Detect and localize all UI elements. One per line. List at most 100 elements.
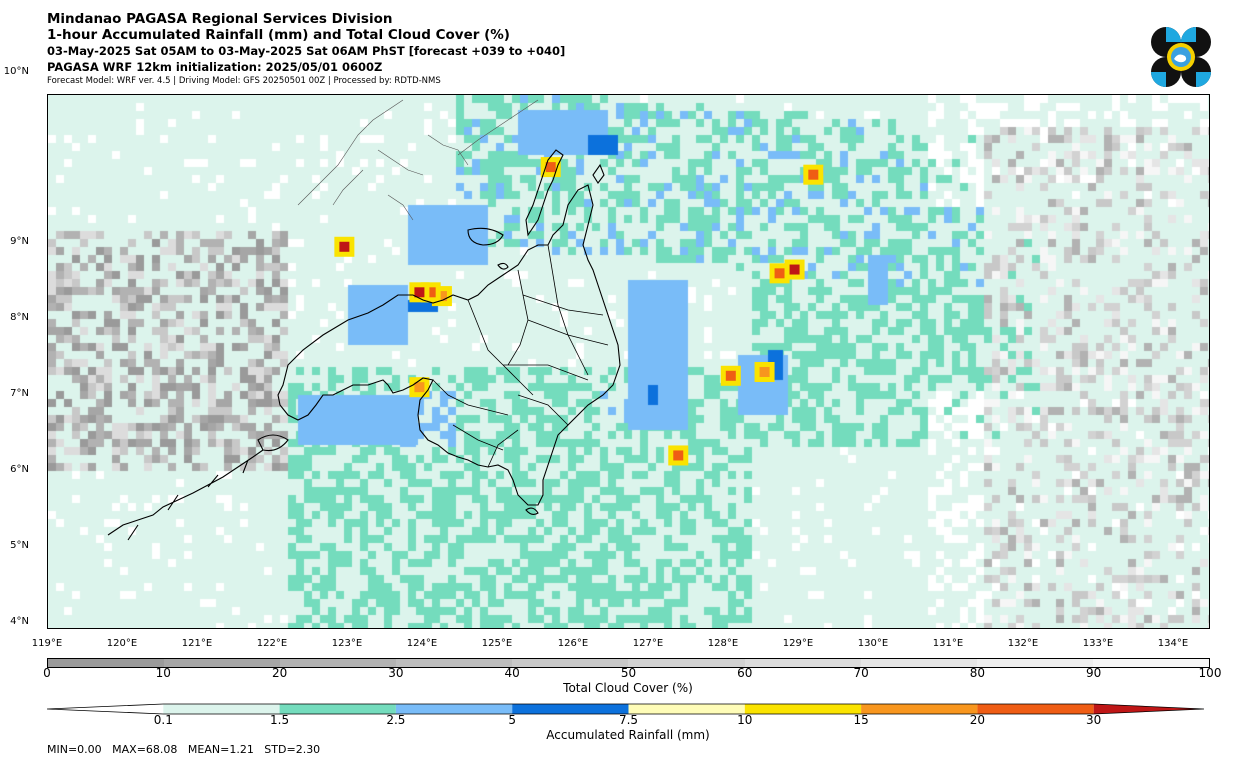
lon-label-119: 119°E — [31, 638, 63, 649]
rain-colorbar-segment — [744, 704, 862, 714]
model-initialization: PAGASA WRF 12km initialization: 2025/05/… — [47, 60, 383, 74]
forecast-period: 03-May-2025 Sat 05AM to 03-May-2025 Sat … — [47, 44, 566, 58]
rainfall-colorbar — [47, 703, 1205, 715]
lat-label-4: 4°N — [10, 616, 29, 627]
lon-label-133: 133°E — [1082, 638, 1114, 649]
rain-colorbar-segment — [512, 704, 629, 714]
cloud-tick-label: 90 — [1086, 666, 1102, 680]
lon-label-123: 123°E — [331, 638, 363, 649]
lon-label-132: 132°E — [1007, 638, 1039, 649]
rain-hotspot — [673, 450, 684, 461]
lat-label-8: 8°N — [10, 312, 29, 323]
pagasa-logo — [1151, 27, 1211, 87]
cloud-colorbar-segment — [48, 659, 165, 667]
cloud-tick-label: 50 — [620, 666, 637, 680]
lon-label-122: 122°E — [256, 638, 288, 649]
rain-tick-label: 20 — [969, 713, 986, 727]
rain-hotspot — [436, 291, 447, 302]
sarangani-outline — [525, 507, 539, 516]
cloud-tick-label: 30 — [388, 666, 404, 680]
rainfall-cloud-map — [47, 94, 1210, 629]
lon-label-130: 130°E — [857, 638, 889, 649]
cloud-cover-layer — [48, 95, 1209, 628]
rain-hotspot — [414, 382, 425, 393]
lon-label-128: 128°E — [707, 638, 739, 649]
rain-hotspot — [545, 162, 556, 173]
lat-label-10: 10°N — [3, 66, 29, 77]
visayas-coastlines — [297, 99, 539, 221]
rain-tick-label: 1.5 — [270, 713, 290, 727]
rain-colorbar-segment — [163, 704, 280, 714]
map-subtitle: 1-hour Accumulated Rainfall (mm) and Tot… — [47, 27, 510, 43]
rain-hotspot — [425, 287, 436, 298]
cloud-tick-label: 60 — [737, 666, 753, 680]
cloud-colorbar-segment — [976, 659, 1093, 667]
rain-tick-label: 5 — [508, 713, 517, 727]
rain-tick-label: 10 — [737, 713, 753, 727]
rain-colorbar-segment — [861, 704, 978, 714]
rain-colorbar-segment — [279, 704, 396, 714]
basilan-outline — [257, 434, 289, 452]
cloud-colorbar-segment — [512, 659, 629, 667]
cloud-cover-title: Total Cloud Cover (%) — [563, 681, 693, 695]
cloud-tick-label: 70 — [853, 666, 869, 680]
rain-colorbar-segment — [628, 704, 745, 714]
rainfall-title: Accumulated Rainfall (mm) — [546, 728, 710, 742]
cloud-tick-label: 40 — [504, 666, 520, 680]
rain-hotspot — [725, 370, 736, 381]
rain-hotspot — [414, 287, 425, 298]
lon-label-129: 129°E — [782, 638, 814, 649]
rain-tick-label: 15 — [853, 713, 869, 727]
lon-label-131: 131°E — [932, 638, 964, 649]
cloud-tick-label: 20 — [271, 666, 288, 680]
rain-colorbar-segment — [977, 704, 1094, 714]
rain-hotspot — [808, 169, 819, 180]
rain-tick-label: 0.1 — [153, 713, 173, 727]
lon-label-124: 124°E — [406, 638, 438, 649]
cloud-colorbar-segment — [744, 659, 861, 667]
cloud-colorbar-segment — [1092, 659, 1209, 667]
lon-label-121: 121°E — [181, 638, 213, 649]
lat-label-5: 5°N — [10, 540, 29, 551]
lon-label-120: 120°E — [106, 638, 138, 649]
leyte-dinagat-outline — [525, 149, 564, 237]
statistics-summary: MIN=0.00 MAX=68.08 MEAN=1.21 STD=2.30 — [47, 743, 321, 756]
cloud-colorbar-segment — [628, 659, 745, 667]
model-info: Forecast Model: WRF ver. 4.5 | Driving M… — [47, 76, 441, 86]
lon-label-126: 126°E — [557, 638, 589, 649]
rain-colorbar-outline — [47, 703, 1205, 715]
camiguin-outline — [497, 262, 509, 270]
lat-label-6: 6°N — [10, 464, 29, 475]
rain-hotspot — [339, 241, 350, 252]
rain-tick-label: 7.5 — [618, 713, 639, 727]
lon-label-125: 125°E — [481, 638, 513, 649]
mindanao-provinces — [432, 244, 609, 468]
rain-colorbar-segment — [1093, 704, 1204, 714]
lat-label-7: 7°N — [10, 388, 29, 399]
lon-label-127: 127°E — [632, 638, 664, 649]
cloud-tick-label: 80 — [969, 666, 986, 680]
cloud-colorbar-segment — [396, 659, 513, 667]
sulu-islands — [107, 449, 264, 541]
rain-colorbar-segment — [47, 704, 164, 714]
rain-tick-label: 2.5 — [386, 713, 406, 727]
coastline-layer — [107, 99, 824, 541]
cloud-tick-label: 0 — [43, 666, 51, 680]
cloud-tick-label: 100 — [1198, 666, 1222, 680]
cloud-colorbar-segment — [164, 659, 281, 667]
cloud-colorbar-segment — [860, 659, 977, 667]
lon-label-134: 134°E — [1157, 638, 1189, 649]
cloud-tick-label: 10 — [155, 666, 171, 680]
mindanao-outline — [277, 184, 621, 506]
bohol-outline — [467, 227, 504, 246]
rain-hotspot — [759, 366, 770, 377]
rain-hotspot — [774, 268, 785, 279]
cloud-cover-colorbar — [47, 658, 1210, 668]
rain-hotspot — [789, 264, 800, 275]
rain-tick-label: 30 — [1086, 713, 1102, 727]
map-title: Mindanao PAGASA Regional Services Divisi… — [47, 11, 393, 27]
cloud-colorbar-segment — [280, 659, 397, 667]
lat-label-9: 9°N — [10, 236, 29, 247]
siargao-outline — [592, 163, 605, 184]
rain-colorbar-segment — [395, 704, 513, 714]
